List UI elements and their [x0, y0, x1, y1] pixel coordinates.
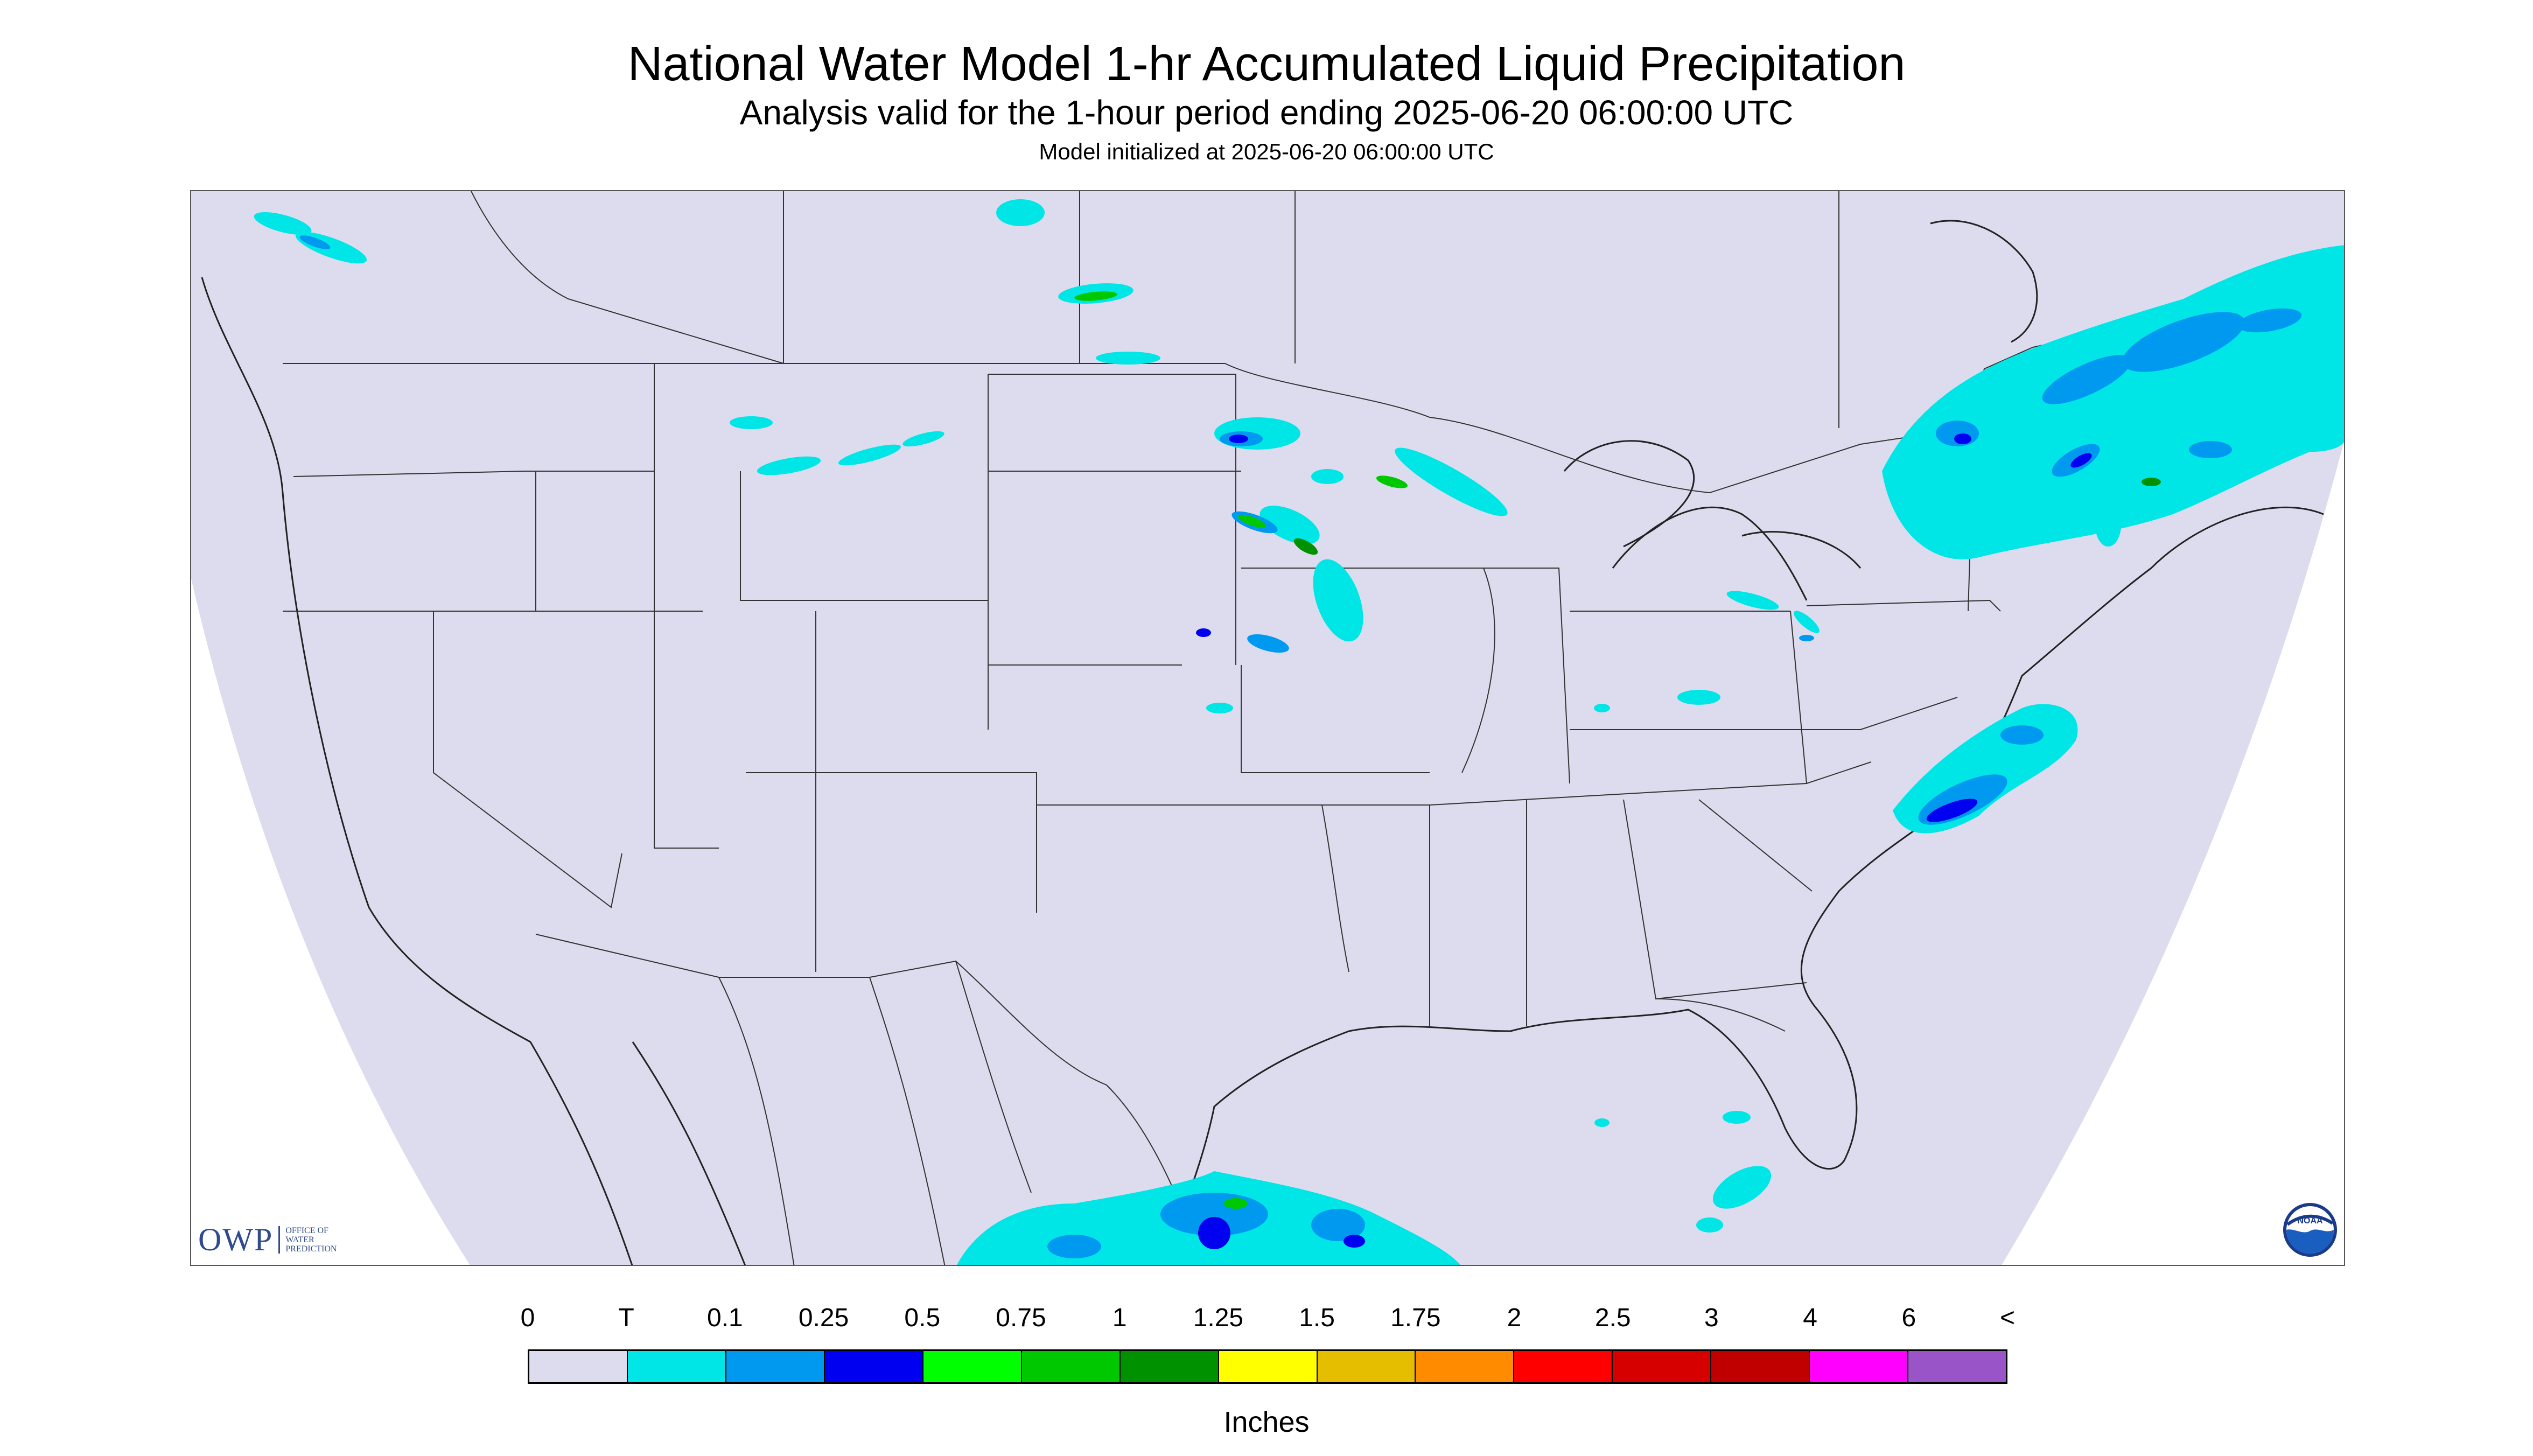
colorbar-tick-label: 2 — [1507, 1304, 1522, 1332]
colorbar-cell — [627, 1351, 726, 1382]
colorbar-cell — [1810, 1351, 1909, 1382]
precip-florida-atlantic — [1696, 1166, 1772, 1233]
colorbar-cell — [1120, 1351, 1219, 1382]
colorbar-cell — [824, 1351, 923, 1382]
outside-domain-left — [191, 579, 470, 1265]
colorbar-tick-label: 1.25 — [1193, 1304, 1244, 1332]
colorbar-cell — [1219, 1351, 1318, 1382]
colorbar-tick-labels: 0 T 0.1 0.25 0.5 0.75 1 1.25 1.5 1.75 2 2.5 3 4 6 < — [521, 1303, 2015, 1335]
colorbar-tick-label: 2.5 — [1594, 1304, 1631, 1332]
colorbar-cell — [1317, 1351, 1416, 1382]
init-time-line: Model initialized at 2025-06-20 06:00:00… — [1039, 139, 1494, 164]
map-title: National Water Model 1-hr Accumulated Li… — [627, 37, 1906, 91]
colorbar-cell — [1416, 1351, 1515, 1382]
colorbar-cell — [923, 1351, 1022, 1382]
precip-gulf — [957, 1111, 1751, 1265]
colorbar-tick-label: 1 — [1112, 1304, 1127, 1332]
colorbar — [528, 1349, 2007, 1384]
colorbar-tick-label: 1.5 — [1299, 1304, 1335, 1332]
precip-carolina-coast — [1893, 704, 2078, 834]
colorbar-tick-label: 1.75 — [1390, 1304, 1441, 1332]
map-subtitle: Analysis valid for the 1-hour period end… — [739, 93, 1794, 132]
precip-upper-midwest — [1196, 417, 1508, 713]
noaa-emblem: NOAA — [2283, 1203, 2337, 1257]
precip-areas — [254, 199, 2344, 1265]
coastlines — [201, 220, 2324, 1265]
colorbar-cell — [1514, 1351, 1613, 1382]
colorbar-tick-label: 0 — [520, 1304, 535, 1332]
colorbar-tick-label: T — [618, 1304, 634, 1332]
colorbar-tick-label: 0.5 — [904, 1304, 941, 1332]
precip-saskatchewan — [996, 199, 1160, 365]
colorbar-tick-label: 4 — [1803, 1304, 1817, 1332]
colorbar-tick-label: 0.75 — [996, 1304, 1046, 1332]
precip-montana — [730, 416, 944, 475]
owp-logo: OWP OFFICE OF WATER PREDICTION — [198, 1221, 337, 1258]
colorbar-tick-label: 0.25 — [798, 1304, 849, 1332]
colorbar-tick-label: 6 — [1901, 1304, 1916, 1332]
noaa-logo-text: NOAA — [2297, 1216, 2323, 1226]
colorbar-tick-label: < — [1999, 1304, 2016, 1332]
colorbar-cell — [1908, 1351, 2006, 1382]
colorbar-units: Inches — [1223, 1406, 1310, 1438]
precipitation-map — [190, 190, 2345, 1266]
precip-wa-coast — [254, 212, 367, 264]
precip-great-lakes — [1594, 591, 1820, 712]
colorbar-cell — [529, 1351, 628, 1382]
noaa-logo-icon: NOAA — [2282, 1202, 2338, 1258]
outside-domain-right — [2002, 442, 2344, 1265]
colorbar-cell — [726, 1351, 825, 1382]
colorbar-cell — [1021, 1351, 1121, 1382]
colorbar-tick-label: 3 — [1704, 1304, 1719, 1332]
map-canvas — [191, 191, 2344, 1265]
boundaries — [283, 191, 2109, 1265]
owp-logo-text: OWP — [198, 1222, 274, 1257]
colorbar-tick-label: 0.1 — [707, 1304, 743, 1332]
owp-logo-subtext: OFFICE OF WATER PREDICTION — [278, 1226, 337, 1254]
colorbar-cell — [1613, 1351, 1712, 1382]
colorbar-cell — [1711, 1351, 1810, 1382]
precip-northeast — [1882, 245, 2344, 559]
